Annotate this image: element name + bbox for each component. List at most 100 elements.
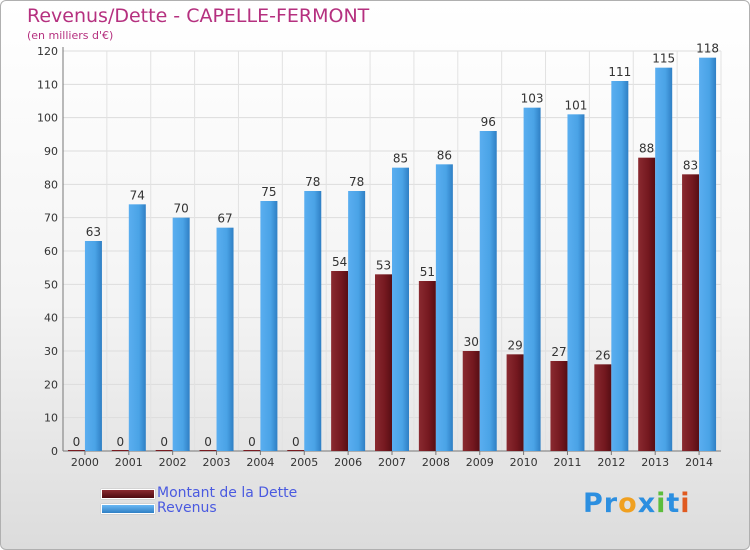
bar-revenus — [84, 241, 102, 451]
y-tick-label: 80 — [44, 178, 58, 191]
data-label: 0 — [73, 435, 81, 449]
x-tick-label: 2006 — [334, 456, 362, 469]
x-tick-label: 2009 — [466, 456, 494, 469]
data-label: 29 — [507, 338, 522, 352]
x-tick-label: 2002 — [159, 456, 187, 469]
bar-debt — [462, 351, 480, 451]
bar-debt — [418, 281, 436, 451]
y-tick-label: 10 — [44, 412, 58, 425]
y-tick-label: 50 — [44, 278, 58, 291]
data-label: 26 — [595, 348, 610, 362]
bar-revenus — [523, 107, 541, 452]
data-label: 0 — [292, 435, 300, 449]
bar-debt — [638, 157, 656, 451]
data-label: 53 — [376, 258, 391, 272]
x-tick-label: 2008 — [422, 456, 450, 469]
data-label: 0 — [204, 435, 212, 449]
data-label: 88 — [639, 142, 654, 156]
y-tick-label: 60 — [44, 245, 58, 258]
x-tick-label: 2000 — [71, 456, 99, 469]
data-label: 0 — [248, 435, 256, 449]
x-tick-label: 2013 — [641, 456, 669, 469]
bar-revenus — [128, 204, 146, 451]
logo-letter: x — [637, 488, 657, 519]
x-tick-label: 2001 — [115, 456, 143, 469]
x-tick-label: 2014 — [685, 456, 713, 469]
bar-revenus — [348, 191, 366, 451]
data-label: 30 — [464, 335, 479, 349]
x-tick-label: 2004 — [246, 456, 274, 469]
bar-revenus — [392, 167, 409, 451]
bar-debt — [550, 361, 568, 451]
data-label: 75 — [261, 185, 276, 199]
legend-label-debt: Montant de la Dette — [157, 485, 298, 501]
y-tick-label: 120 — [37, 45, 58, 58]
data-label: 96 — [481, 115, 496, 129]
chart-subtitle: (en milliers d'€) — [27, 29, 114, 42]
data-label: 115 — [652, 52, 675, 66]
legend-label-revenus: Revenus — [157, 500, 217, 516]
y-tick-label: 40 — [44, 312, 58, 325]
x-tick-label: 2010 — [510, 456, 538, 469]
data-label: 85 — [393, 152, 408, 166]
logo-letter: P — [583, 488, 604, 519]
y-tick-label: 0 — [51, 445, 58, 458]
bar-revenus — [172, 217, 190, 451]
bar-revenus — [655, 67, 673, 452]
bar-debt — [375, 274, 392, 451]
data-label: 86 — [437, 148, 452, 162]
y-tick-label: 70 — [44, 212, 58, 225]
data-label: 101 — [565, 98, 588, 112]
data-label: 103 — [521, 92, 544, 106]
bar-debt — [506, 354, 524, 451]
bar-revenus — [260, 201, 278, 451]
x-tick-label: 2005 — [290, 456, 318, 469]
bar-revenus — [699, 57, 717, 452]
bar-debt-zero — [111, 450, 129, 451]
y-tick-label: 20 — [44, 378, 58, 391]
bar-debt-zero — [199, 450, 217, 451]
data-label: 67 — [217, 212, 232, 226]
data-label: 74 — [130, 188, 145, 202]
data-label: 83 — [683, 158, 698, 172]
legend-swatch-revenus — [101, 504, 155, 514]
y-tick-label: 100 — [37, 112, 58, 125]
logo-letter: i — [680, 488, 691, 519]
data-label: 0 — [160, 435, 168, 449]
x-tick-label: 2012 — [597, 456, 625, 469]
bar-debt-zero — [243, 450, 261, 451]
data-label: 54 — [332, 255, 347, 269]
chart-title: Revenus/Dette - CAPELLE-FERMONT — [27, 5, 370, 27]
bar-debt — [682, 174, 700, 452]
bar-revenus — [479, 131, 497, 451]
x-tick-label: 2007 — [378, 456, 406, 469]
logo-letter: r — [603, 488, 619, 519]
y-tick-label: 30 — [44, 345, 58, 358]
y-tick-label: 90 — [44, 145, 58, 158]
y-tick-label: 110 — [37, 78, 58, 91]
x-tick-label: 2003 — [203, 456, 231, 469]
bar-revenus — [611, 81, 629, 451]
bar-revenus — [435, 164, 453, 452]
data-label: 118 — [696, 42, 719, 56]
logo-letter: i — [656, 488, 667, 519]
data-label: 63 — [86, 225, 101, 239]
x-tick-label: 2011 — [553, 456, 581, 469]
bar-debt-zero — [155, 450, 173, 451]
data-label: 27 — [551, 345, 566, 359]
bar-revenus — [304, 191, 322, 451]
bar-revenus — [216, 227, 234, 451]
bar-debt — [331, 271, 349, 451]
logo-letter: o — [618, 488, 638, 519]
bar-debt-zero — [67, 450, 85, 451]
bar-debt-zero — [287, 450, 305, 451]
legend-swatch-debt — [101, 489, 155, 499]
bar-revenus — [567, 114, 585, 451]
bar-debt — [594, 364, 612, 451]
proxiti-logo: Proxiti — [583, 488, 691, 519]
data-label: 0 — [116, 435, 124, 449]
data-label: 70 — [174, 202, 189, 216]
data-label: 51 — [420, 265, 435, 279]
